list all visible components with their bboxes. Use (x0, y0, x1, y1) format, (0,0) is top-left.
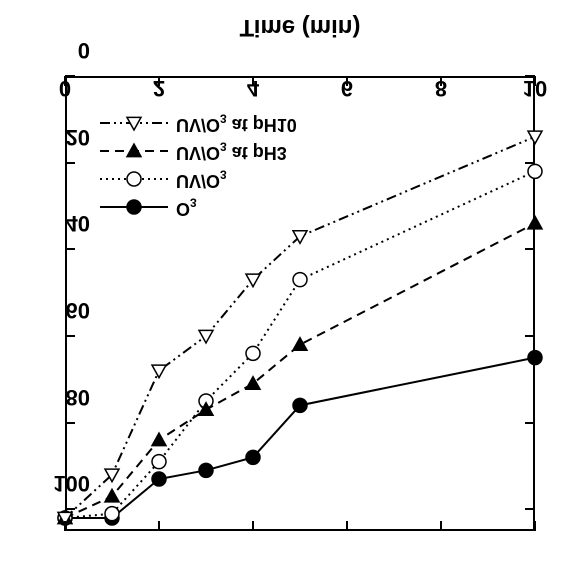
y-tick (65, 508, 75, 510)
x-tick (252, 521, 254, 531)
O3-series-line (65, 358, 535, 518)
UVO3-pH3-series-marker (528, 216, 542, 229)
legend-label: UV/O3 at pH3 (176, 139, 287, 163)
x-axis-title: Time (min) (65, 13, 535, 41)
x-tick (534, 521, 536, 531)
y-tick (525, 508, 535, 510)
y-tick-label: 80 (66, 384, 90, 410)
UVO3-pH3-series-marker (105, 489, 119, 502)
y-tick (525, 335, 535, 337)
y-tick (65, 248, 75, 250)
x-tick-label: 6 (341, 75, 353, 101)
legend-row: UV/O3 (100, 165, 297, 193)
UVO3-series-marker (152, 455, 166, 469)
legend-symbol (100, 169, 168, 189)
legend-label: UV/O3 (176, 167, 227, 191)
y-tick-label: 60 (66, 297, 90, 323)
y-tick-label: 0 (78, 37, 90, 63)
x-tick (346, 521, 348, 531)
y-tick (525, 248, 535, 250)
y-tick (65, 422, 75, 424)
legend-label: UV/O3 at pH10 (176, 111, 297, 135)
O3-series-marker (528, 351, 542, 365)
UVO3-pH3-series-line (65, 223, 535, 518)
UVO3-series-marker (246, 346, 260, 360)
x-tick (158, 521, 160, 531)
legend-symbol (100, 113, 168, 133)
y-tick-label: 40 (66, 210, 90, 236)
O3-series-marker (152, 472, 166, 486)
legend-row: UV/O3 at pH3 (100, 137, 297, 165)
UVO3-pH10-series-marker (152, 365, 166, 378)
legend-row: O3 (100, 193, 297, 221)
O3-series-marker (293, 398, 307, 412)
O3-series-marker (246, 450, 260, 464)
x-tick-label: 0 (59, 75, 71, 101)
UVO3-pH3-series-marker (152, 433, 166, 446)
y-tick-label: 100 (53, 470, 90, 496)
chart-container: O3UV/O3UV/O3 at pH3UV/O3 at pH10 Time (m… (65, 76, 535, 531)
y-tick (525, 422, 535, 424)
legend-symbol (100, 141, 168, 161)
legend-label: O3 (176, 195, 197, 219)
UVO3-pH3-series-marker (293, 338, 307, 351)
y-tick (65, 335, 75, 337)
x-tick (440, 521, 442, 531)
y-tick-label: 20 (66, 124, 90, 150)
O3-series-marker (199, 463, 213, 477)
UVO3-pH10-series-marker (528, 131, 542, 144)
x-tick-label: 10 (523, 75, 547, 101)
UVO3-series-marker (528, 164, 542, 178)
UVO3-series-marker (105, 507, 119, 521)
UVO3-pH10-series-marker (246, 274, 260, 287)
y-tick (65, 162, 75, 164)
y-tick (525, 162, 535, 164)
legend: O3 UV/O3 UV/O3 at pH3 UV/O3 at pH10 (90, 101, 307, 229)
legend-symbol (100, 197, 168, 217)
UVO3-series-marker (293, 273, 307, 287)
x-tick-label: 8 (435, 75, 447, 101)
x-tick-label: 2 (153, 75, 165, 101)
x-tick-label: 4 (247, 75, 259, 101)
x-tick (64, 521, 66, 531)
legend-row: UV/O3 at pH10 (100, 109, 297, 137)
UVO3-pH10-series-marker (199, 330, 213, 343)
